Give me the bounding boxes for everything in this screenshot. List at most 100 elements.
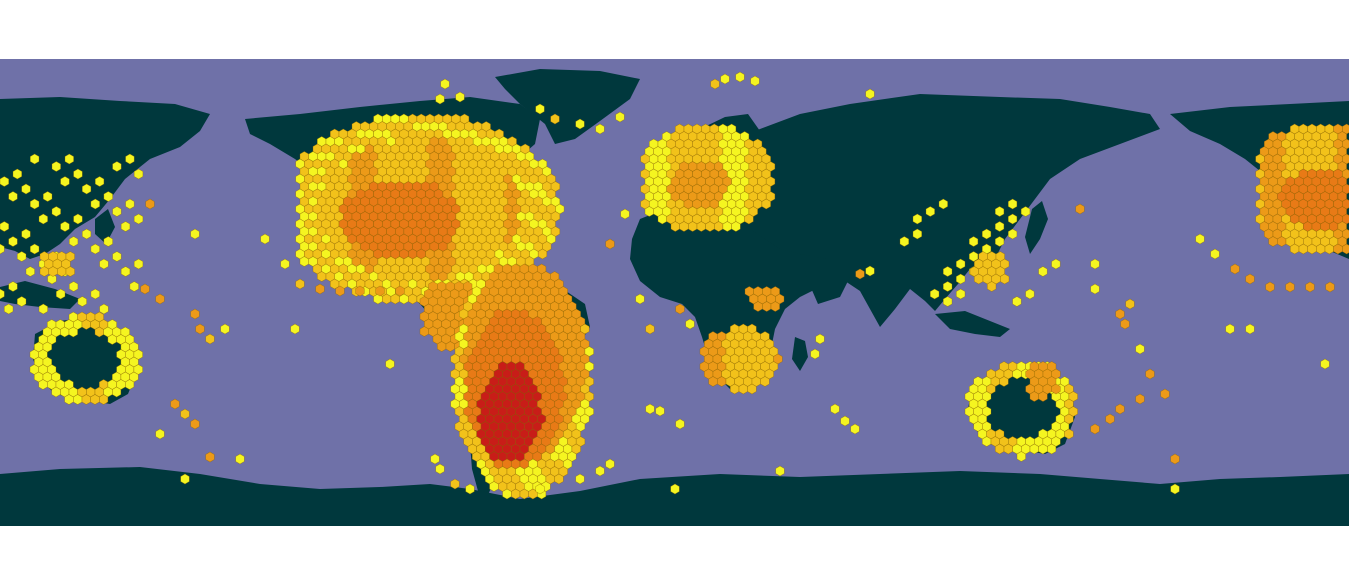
density-hexbin [1245, 273, 1255, 285]
density-hexbin [55, 288, 66, 300]
density-hexbin [407, 293, 418, 305]
density-hexbin [385, 358, 395, 370]
density-hexbin [850, 423, 860, 435]
density-hexbin [595, 123, 605, 135]
arabia-land [800, 254, 850, 304]
density-hexbin [440, 78, 450, 90]
density-hexbin [1333, 243, 1343, 255]
density-hexbin [744, 213, 754, 225]
density-hexbin [670, 221, 680, 232]
asia-west-edge-land [0, 97, 210, 259]
density-hexbin [489, 481, 499, 492]
density-hexbin [145, 198, 155, 210]
density-hexbin [554, 473, 564, 485]
density-hexbin [760, 376, 770, 387]
density-hexbin [133, 213, 144, 225]
density-hexbin [1090, 258, 1100, 270]
density-hexbin [775, 465, 785, 477]
density-hexbin [1210, 248, 1220, 260]
density-hexbin [1012, 368, 1022, 380]
density-hexbin [1075, 203, 1085, 215]
density-hexbin [770, 301, 780, 312]
density-hexbin [994, 221, 1005, 232]
density-hexbin [99, 303, 109, 315]
density-hexbin [815, 333, 825, 345]
density-hexbin [750, 75, 760, 87]
density-hexbin [981, 243, 992, 255]
density-hexbin [708, 376, 718, 387]
density-hexbin [155, 428, 165, 440]
density-hexbin [1324, 243, 1334, 255]
madagascar-land [792, 337, 808, 371]
density-hexbin [1012, 296, 1022, 307]
density-hexbin [938, 198, 948, 210]
density-hexbin [112, 386, 122, 398]
density-hexbin [299, 256, 310, 267]
density-hexbin [535, 483, 545, 495]
density-hexbin [29, 243, 40, 255]
density-hexbin [981, 228, 992, 240]
density-hexbin [1025, 288, 1035, 300]
density-hexbin [90, 198, 100, 210]
density-hexbin [99, 258, 109, 270]
density-hexbin [999, 273, 1010, 285]
density-hexbin [1047, 443, 1057, 455]
density-hexbin [82, 183, 92, 195]
density-hexbin [575, 473, 585, 485]
density-hexbin [335, 285, 345, 297]
density-hexbin [716, 376, 727, 387]
density-hexbin [1170, 483, 1180, 495]
density-hexbin [38, 303, 48, 315]
density-hexbin [1230, 263, 1240, 275]
density-hexbin [865, 265, 875, 277]
density-hexbin [39, 266, 50, 277]
density-hexbin [59, 326, 70, 338]
density-hexbin [1268, 236, 1278, 247]
density-hexbin [687, 221, 698, 232]
density-hexbin [280, 258, 290, 270]
density-hexbin [942, 281, 953, 292]
density-hexbin [981, 436, 992, 447]
density-hexbin [90, 394, 100, 405]
density-hexbin [48, 266, 58, 277]
density-hexbin [190, 418, 200, 430]
density-hexbin [235, 453, 245, 465]
density-hexbin [0, 243, 5, 255]
density-hexbin [395, 285, 405, 297]
density-hexbin [120, 221, 131, 232]
density-hexbin [90, 288, 100, 300]
density-hexbin [1029, 391, 1039, 402]
density-hexbin [435, 463, 445, 475]
density-hexbin [1305, 281, 1315, 293]
density-hexbin [710, 78, 720, 90]
density-hexbin [722, 221, 732, 232]
density-hexbin [69, 236, 79, 247]
density-hexbin [735, 71, 745, 83]
density-hexbin [550, 113, 560, 125]
density-hexbin [1051, 383, 1061, 395]
density-hexbin [42, 191, 53, 202]
density-hexbin [635, 293, 645, 305]
density-hexbin [679, 221, 689, 232]
density-hexbin [1225, 323, 1235, 335]
density-hexbin [51, 386, 61, 398]
density-hexbin [51, 206, 61, 217]
world-map [0, 59, 1349, 526]
density-hexbin [1342, 243, 1349, 255]
density-hexbin [1135, 343, 1145, 355]
density-hexbin [73, 213, 83, 225]
density-hexbin [38, 213, 48, 225]
japan-land [1025, 201, 1048, 254]
density-hexbin [436, 341, 447, 352]
density-hexbin [994, 443, 1005, 455]
density-hexbin [655, 405, 665, 417]
density-hexbin [645, 403, 655, 415]
density-hexbin [16, 251, 27, 262]
density-hexbin [290, 323, 300, 335]
density-hexbin [56, 266, 67, 277]
density-hexbin [925, 206, 935, 217]
density-hexbin [615, 111, 625, 123]
density-hexbin [220, 323, 230, 335]
density-hexbin [1277, 236, 1287, 247]
density-hexbin [133, 258, 144, 270]
